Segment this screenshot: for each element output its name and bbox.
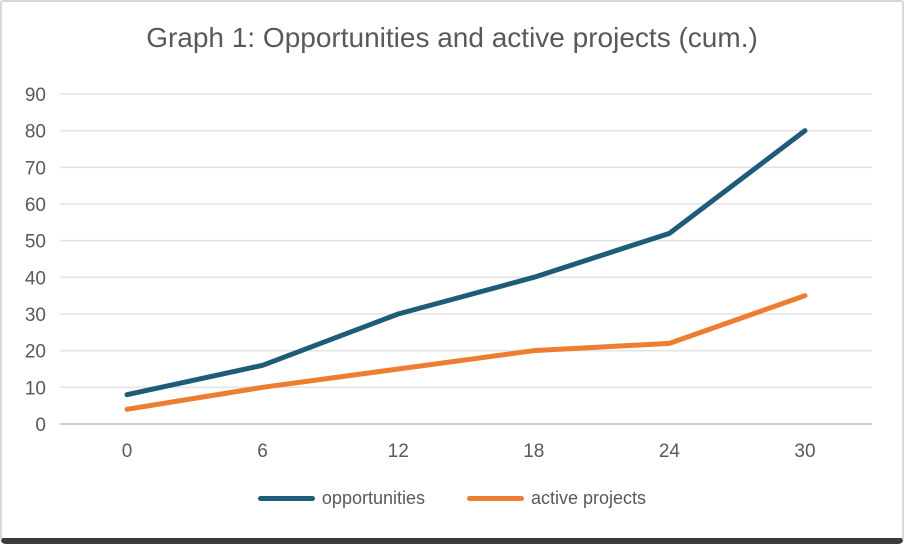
chart-title: Graph 1: Opportunities and active projec…	[146, 22, 758, 53]
legend-swatch-icon	[257, 495, 315, 501]
x-axis-tick-label: 18	[523, 441, 544, 462]
series-line-opportunities	[124, 128, 808, 398]
y-axis-tick-label: 40	[25, 268, 46, 289]
y-axis-tick-label: 70	[25, 158, 46, 179]
legend-swatch-icon	[467, 495, 524, 501]
chart-legend: opportunities active projects	[0, 489, 904, 507]
x-axis-tick-label: 30	[794, 441, 815, 462]
x-axis-tick-label: 0	[122, 441, 133, 462]
x-axis-tick-label: 6	[257, 441, 268, 462]
y-axis-tick-label: 50	[25, 232, 46, 253]
x-axis-tick-label: 12	[388, 441, 409, 462]
y-axis-tick-label: 30	[25, 305, 46, 326]
y-axis-tick-label: 90	[25, 85, 46, 106]
y-axis-tick-label: 80	[25, 122, 46, 143]
y-axis-tick-label: 20	[25, 342, 46, 363]
legend-item-opportunities: opportunities	[257, 488, 425, 508]
y-axis-tick-label: 0	[35, 415, 46, 436]
legend-item-active-projects: active projects	[467, 489, 646, 507]
y-axis-tick-label: 60	[25, 195, 46, 216]
x-axis-tick-label: 24	[659, 441, 681, 462]
legend-label: opportunities	[321, 488, 425, 508]
y-axis-tick-label: 10	[25, 378, 46, 399]
series-line-active-projects	[124, 293, 808, 412]
legend-label: active projects	[531, 488, 647, 508]
